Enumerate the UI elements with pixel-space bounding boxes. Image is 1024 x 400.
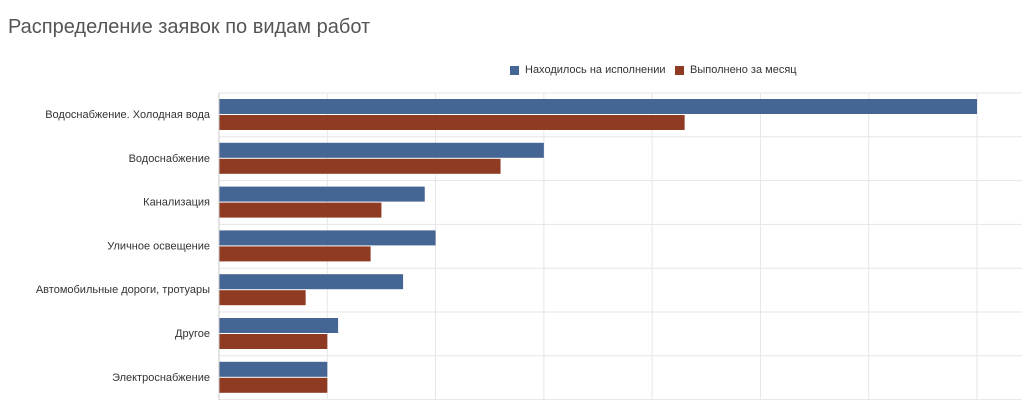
legend-item-in-progress[interactable]: Находилось на исполнении (510, 62, 666, 78)
legend-label-in-progress: Находилось на исполнении (525, 64, 666, 76)
bar-completed[interactable] (219, 158, 501, 174)
category-label: Водоснабжение (129, 153, 210, 165)
legend-label-completed: Выполнено за месяц (690, 64, 797, 76)
bar-in-progress[interactable] (219, 142, 544, 158)
category-label: Уличное освещение (107, 240, 210, 252)
legend: Находилось на исполнении Выполнено за ме… (0, 62, 1024, 78)
chart-title: Распределение заявок по видам работ (8, 16, 371, 38)
category-label: Автомобильные дороги, тротуары (36, 284, 210, 296)
category-label: Водоснабжение. Холодная вода (45, 109, 211, 121)
category-labels: Водоснабжение. Холодная вода Водоснабжени… (36, 109, 211, 384)
bar-completed[interactable] (219, 246, 371, 262)
bar-in-progress[interactable] (219, 361, 328, 377)
bar-in-progress[interactable] (219, 186, 425, 202)
grid-lines (218, 92, 1022, 400)
category-label: Электроснабжение (112, 372, 210, 384)
bar-completed[interactable] (219, 334, 328, 349)
bar-in-progress[interactable] (219, 99, 977, 114)
bar-in-progress[interactable] (219, 274, 404, 290)
legend-swatch-in-progress (510, 65, 519, 75)
bar-completed[interactable] (219, 202, 382, 218)
bars (219, 99, 977, 393)
bar-completed[interactable] (219, 290, 306, 306)
category-label: Другое (175, 328, 210, 340)
legend-item-completed[interactable]: Выполнено за месяц (675, 62, 797, 78)
bar-completed[interactable] (219, 377, 328, 393)
category-label: Канализация (143, 197, 210, 209)
bar-completed[interactable] (219, 115, 685, 130)
legend-swatch-completed (675, 65, 684, 75)
bar-in-progress[interactable] (219, 230, 436, 246)
bar-in-progress[interactable] (219, 318, 339, 333)
